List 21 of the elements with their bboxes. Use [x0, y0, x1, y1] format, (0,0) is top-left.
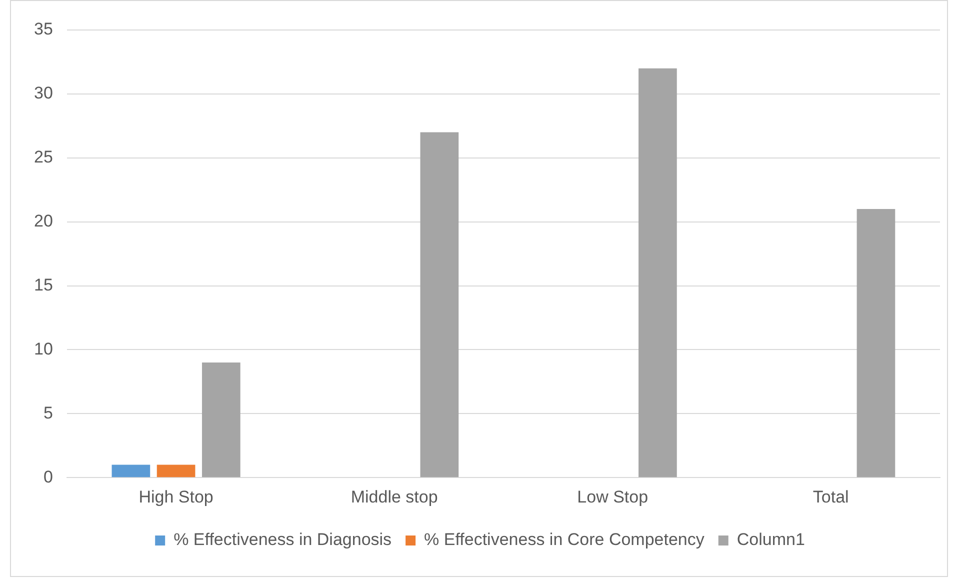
- x-tick-label: Middle stop: [350, 487, 438, 506]
- y-tick-label: 5: [43, 403, 53, 422]
- y-tick-label: 35: [34, 20, 53, 39]
- bar: [156, 464, 196, 478]
- legend-label: % Effectiveness in Core Competency: [424, 530, 705, 550]
- bar: [856, 209, 896, 478]
- bar: [420, 132, 459, 478]
- legend-label: % Effectiveness in Diagnosis: [174, 530, 392, 550]
- x-tick-label: Total: [812, 487, 849, 506]
- y-tick-label: 0: [43, 467, 53, 486]
- y-tick-label: 15: [34, 275, 53, 294]
- bar: [638, 68, 677, 478]
- y-tick-label: 30: [34, 84, 53, 103]
- x-tick-label: High Stop: [138, 487, 214, 506]
- legend-label: Column1: [736, 530, 805, 550]
- y-tick-label: 25: [34, 148, 53, 167]
- y-tick-label: 20: [34, 212, 53, 231]
- x-tick-label: Low Stop: [577, 487, 648, 506]
- bar: [112, 464, 150, 478]
- bar: [202, 362, 240, 478]
- y-tick-label: 10: [34, 339, 53, 358]
